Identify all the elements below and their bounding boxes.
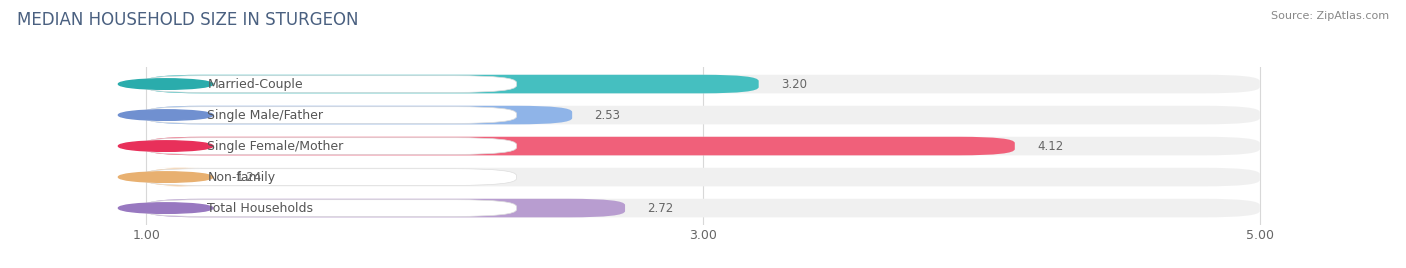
Circle shape bbox=[118, 203, 214, 213]
Text: 3.20: 3.20 bbox=[780, 77, 807, 91]
Text: Non-family: Non-family bbox=[208, 170, 276, 184]
Text: MEDIAN HOUSEHOLD SIZE IN STURGEON: MEDIAN HOUSEHOLD SIZE IN STURGEON bbox=[17, 11, 359, 29]
Circle shape bbox=[118, 141, 214, 151]
Text: Single Female/Mother: Single Female/Mother bbox=[208, 140, 343, 152]
Text: 1.24: 1.24 bbox=[235, 170, 262, 184]
Text: 4.12: 4.12 bbox=[1038, 140, 1063, 152]
FancyBboxPatch shape bbox=[146, 106, 1260, 124]
FancyBboxPatch shape bbox=[141, 107, 516, 124]
Text: Total Households: Total Households bbox=[208, 202, 314, 215]
Circle shape bbox=[118, 79, 214, 89]
FancyBboxPatch shape bbox=[141, 200, 516, 217]
Text: 2.72: 2.72 bbox=[647, 202, 673, 215]
FancyBboxPatch shape bbox=[146, 137, 1260, 155]
FancyBboxPatch shape bbox=[146, 168, 214, 186]
FancyBboxPatch shape bbox=[141, 76, 516, 92]
Circle shape bbox=[118, 172, 214, 182]
FancyBboxPatch shape bbox=[146, 106, 572, 124]
FancyBboxPatch shape bbox=[146, 168, 1260, 186]
FancyBboxPatch shape bbox=[141, 169, 516, 185]
FancyBboxPatch shape bbox=[146, 75, 759, 93]
Text: Source: ZipAtlas.com: Source: ZipAtlas.com bbox=[1271, 11, 1389, 21]
Circle shape bbox=[118, 110, 214, 120]
Text: 2.53: 2.53 bbox=[595, 109, 620, 122]
FancyBboxPatch shape bbox=[146, 75, 1260, 93]
Text: Married-Couple: Married-Couple bbox=[208, 77, 304, 91]
FancyBboxPatch shape bbox=[146, 199, 626, 217]
Text: Single Male/Father: Single Male/Father bbox=[208, 109, 323, 122]
FancyBboxPatch shape bbox=[146, 137, 1015, 155]
FancyBboxPatch shape bbox=[146, 199, 1260, 217]
FancyBboxPatch shape bbox=[141, 138, 516, 154]
